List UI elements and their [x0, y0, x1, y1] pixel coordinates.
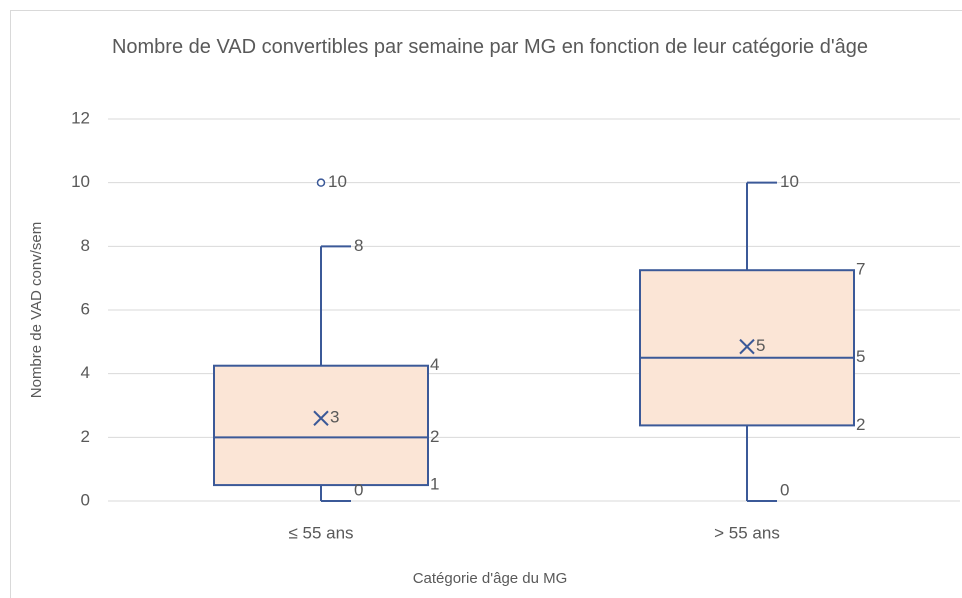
data-label: 8	[354, 236, 363, 255]
data-label: 10	[328, 172, 347, 191]
data-label: 0	[780, 480, 789, 499]
data-label: 0	[354, 480, 363, 499]
y-tick-label: 6	[81, 299, 90, 318]
y-tick-label: 4	[81, 363, 90, 382]
data-label: 10	[780, 172, 799, 191]
data-label: 3	[330, 408, 339, 427]
y-tick-label: 12	[71, 108, 90, 127]
x-axis-title: Catégorie d'âge du MG	[413, 570, 568, 587]
outlier	[316, 178, 326, 187]
data-label: 4	[430, 355, 439, 374]
box	[213, 364, 429, 487]
y-tick-label: 0	[81, 490, 90, 509]
data-label: 5	[856, 347, 865, 366]
y-tick-label: 8	[81, 236, 90, 255]
x-tick-label: > 55 ans	[714, 523, 780, 542]
mean-marker	[313, 410, 329, 426]
y-tick-label: 2	[81, 427, 90, 446]
x-tick-label: ≤ 55 ans	[288, 523, 353, 542]
mean-marker	[739, 338, 755, 355]
chart-frame	[10, 10, 962, 598]
data-label: 2	[856, 415, 865, 434]
data-label: 5	[756, 336, 765, 355]
data-label: 1	[430, 475, 439, 494]
chart-title: Nombre de VAD convertibles par semaine p…	[111, 36, 869, 58]
data-label: 7	[856, 260, 865, 279]
y-axis-title: Nombre de VAD conv/sem	[28, 222, 45, 398]
data-label: 2	[430, 427, 439, 446]
y-tick-label: 10	[71, 172, 90, 191]
